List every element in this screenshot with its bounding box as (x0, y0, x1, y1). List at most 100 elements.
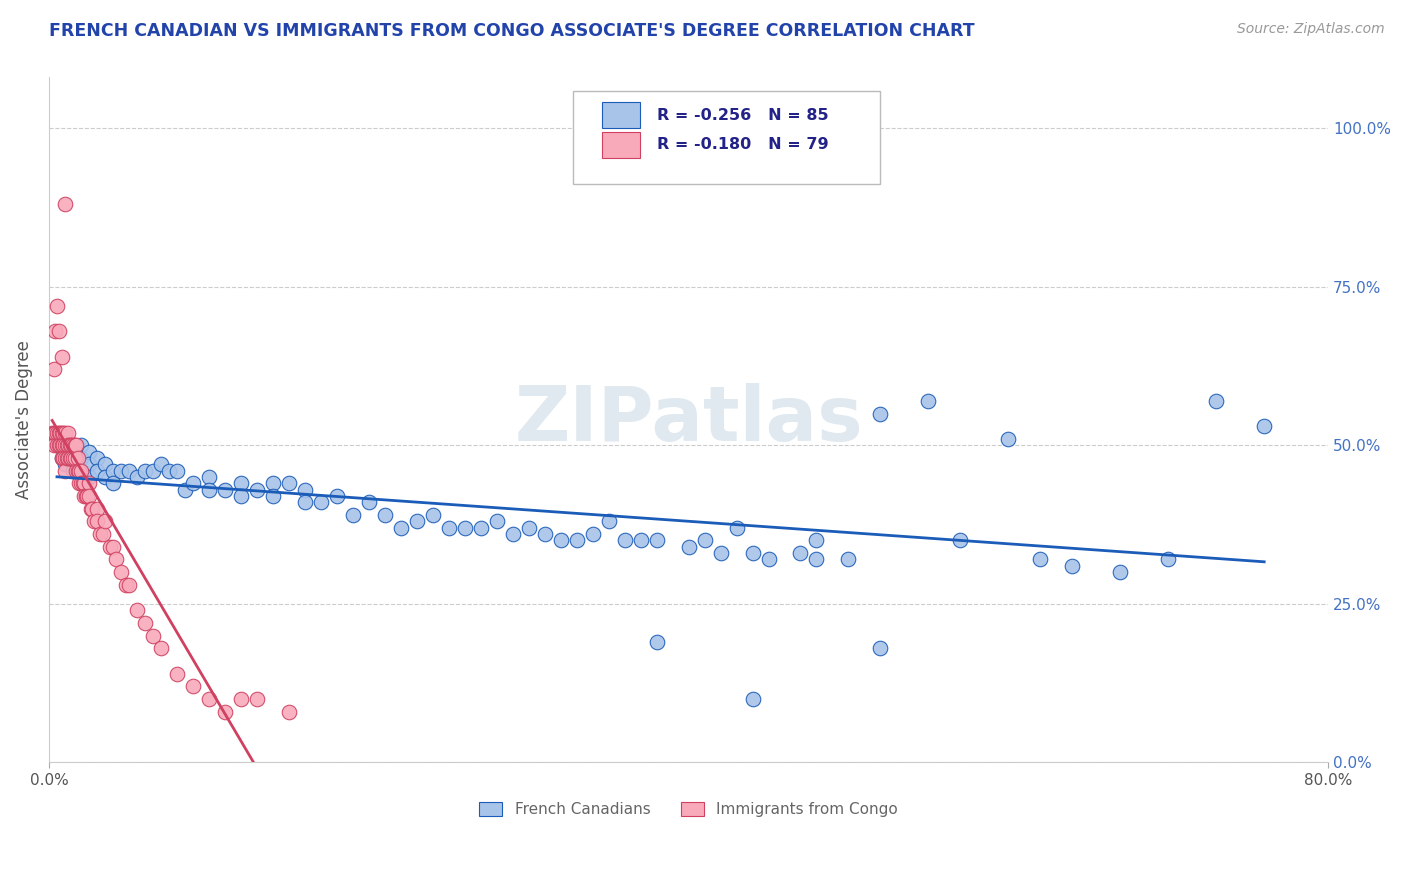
Point (502, 527, 524, 541)
Point (357, 495, 380, 509)
Point (60, 450, 83, 465)
Point (118, 464, 141, 478)
Point (613, 533, 636, 548)
Point (581, 527, 603, 541)
Point (709, 546, 731, 560)
Point (51, 350, 73, 364)
Point (77, 489, 100, 503)
Point (60, 438, 83, 452)
Point (70, 464, 93, 478)
Point (105, 552, 128, 566)
Point (56, 450, 79, 465)
Point (277, 476, 299, 491)
Point (214, 483, 236, 497)
Point (101, 476, 124, 491)
Point (62, 438, 84, 452)
Point (134, 615, 156, 630)
Point (73, 476, 96, 491)
Point (62, 464, 84, 478)
Point (149, 641, 172, 656)
Point (53, 425, 76, 440)
Point (517, 521, 540, 535)
Point (86, 501, 108, 516)
Point (66, 464, 89, 478)
Point (101, 540, 124, 554)
Point (485, 515, 508, 529)
Point (741, 546, 763, 560)
Point (405, 515, 427, 529)
Point (75, 489, 97, 503)
Point (70, 476, 93, 491)
Point (101, 464, 124, 478)
Point (53, 197, 76, 211)
Point (645, 533, 668, 548)
Point (758, 552, 780, 566)
Point (198, 470, 221, 484)
Point (56, 425, 79, 440)
Point (181, 476, 204, 491)
Point (262, 476, 284, 491)
Point (86, 450, 108, 465)
Point (550, 533, 572, 548)
Point (62, 450, 84, 465)
Point (77, 458, 100, 472)
Point (134, 464, 156, 478)
Point (229, 692, 252, 706)
Point (62, 450, 84, 465)
Point (65, 464, 87, 478)
Legend: French Canadians, Immigrants from Congo: French Canadians, Immigrants from Congo (474, 796, 904, 823)
Point (79, 501, 101, 516)
Point (342, 508, 364, 522)
Point (725, 521, 748, 535)
Text: R = -0.180   N = 79: R = -0.180 N = 79 (657, 137, 828, 152)
Point (1205, 393, 1227, 408)
Point (389, 521, 412, 535)
Point (94, 458, 117, 472)
Point (49, 438, 72, 452)
Point (1029, 552, 1052, 566)
Point (46, 438, 69, 452)
FancyBboxPatch shape (574, 91, 880, 184)
Point (48, 438, 70, 452)
Point (53, 464, 76, 478)
Point (110, 464, 132, 478)
Point (149, 458, 172, 472)
Text: ZIPatlas: ZIPatlas (515, 383, 863, 457)
Point (70, 438, 93, 452)
Point (83, 515, 105, 529)
Point (326, 489, 349, 503)
Point (76, 489, 98, 503)
Point (917, 393, 939, 408)
Point (837, 552, 859, 566)
Bar (602, 131, 640, 158)
Point (52, 425, 75, 440)
Point (198, 483, 221, 497)
Point (142, 464, 165, 478)
Point (77, 470, 100, 484)
Point (645, 635, 668, 649)
Point (125, 603, 148, 617)
Point (118, 578, 141, 592)
Point (125, 470, 148, 484)
Point (66, 450, 89, 465)
Point (44, 324, 66, 338)
Point (294, 483, 316, 497)
Point (86, 515, 108, 529)
Point (51, 438, 73, 452)
Point (62, 438, 84, 452)
Point (166, 464, 188, 478)
Point (1062, 558, 1084, 573)
Point (173, 483, 195, 497)
Point (46, 438, 69, 452)
Point (869, 407, 891, 421)
Text: R = -0.256   N = 85: R = -0.256 N = 85 (657, 108, 828, 122)
Point (949, 533, 972, 548)
Point (110, 565, 132, 579)
Point (59, 450, 82, 465)
Point (91, 527, 114, 541)
Point (741, 692, 763, 706)
Point (70, 450, 93, 465)
Point (997, 432, 1019, 446)
Point (114, 578, 136, 592)
Point (214, 705, 236, 719)
